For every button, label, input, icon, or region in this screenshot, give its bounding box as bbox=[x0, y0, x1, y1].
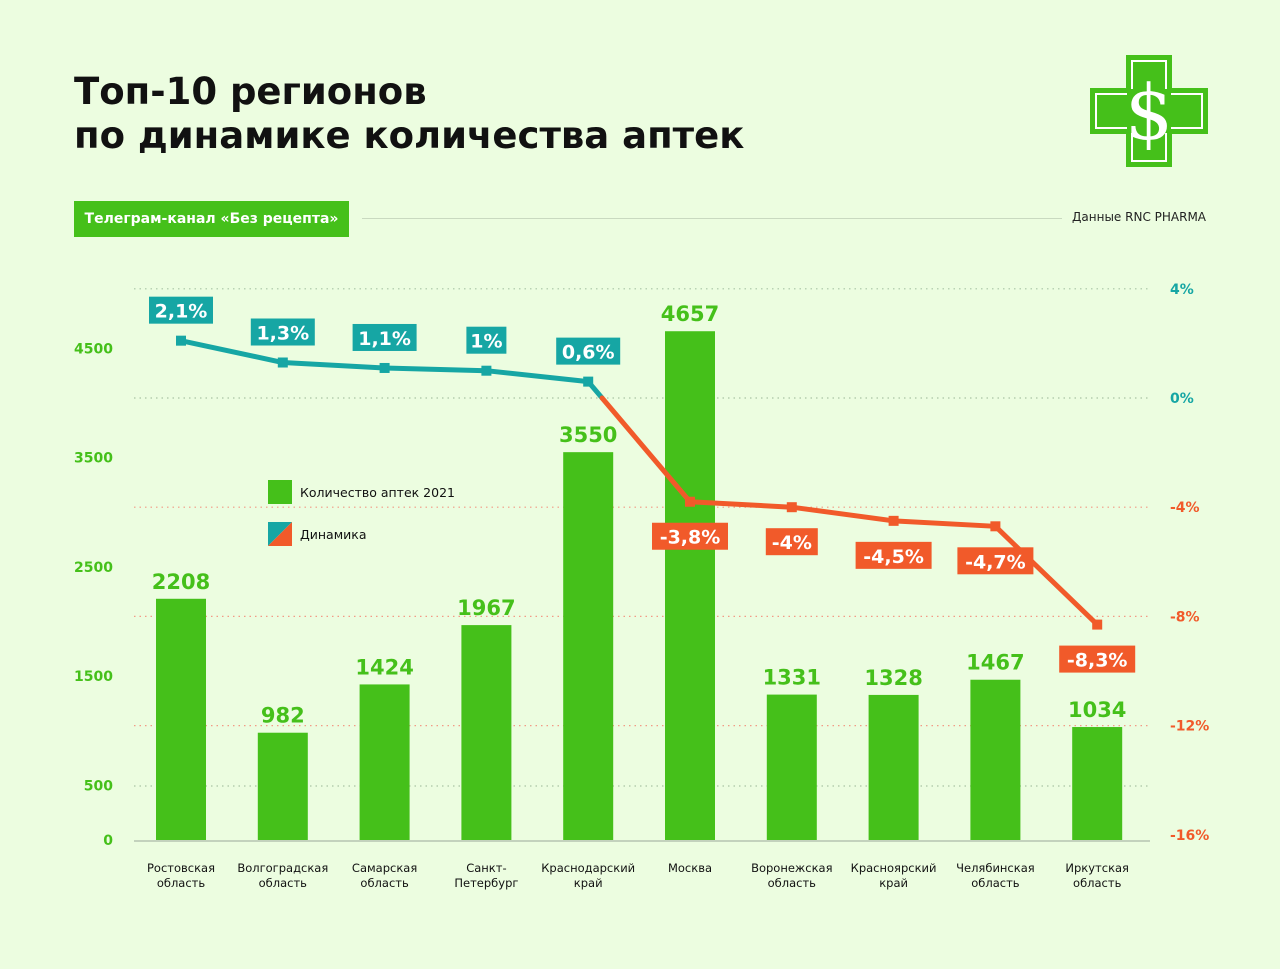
percent-label-box bbox=[1059, 645, 1136, 673]
right-axis-tick-label: 0% bbox=[1170, 391, 1194, 407]
line-series-negative bbox=[599, 395, 1100, 628]
bar-value-label: 1034 bbox=[1068, 698, 1126, 722]
title-line-1: Топ-10 регионов bbox=[74, 70, 427, 113]
line-point bbox=[786, 502, 797, 513]
bar-value-label: 1331 bbox=[763, 666, 821, 690]
logo-symbol: $ bbox=[1125, 68, 1173, 157]
line-point bbox=[1092, 619, 1103, 630]
bar bbox=[563, 452, 614, 840]
line-point bbox=[990, 521, 1001, 532]
left-axis-tick-label: 0 bbox=[103, 833, 113, 849]
percent-label: 1% bbox=[470, 331, 502, 353]
bar-value-label: 3550 bbox=[559, 423, 617, 447]
line-point bbox=[379, 362, 390, 373]
category-label: Санкт- bbox=[466, 861, 506, 875]
percent-label-box bbox=[855, 541, 932, 569]
bar-value-label: 1424 bbox=[355, 655, 413, 679]
percent-label-box bbox=[466, 326, 507, 354]
category-label: область bbox=[360, 876, 409, 890]
channel-badge: Телеграм-канал «Без рецепта» bbox=[74, 201, 349, 237]
category-label: Петербург bbox=[454, 876, 518, 890]
bar-value-label: 2208 bbox=[152, 570, 210, 594]
left-axis-tick-label: 2500 bbox=[74, 560, 113, 576]
bar bbox=[766, 694, 817, 840]
right-axis-tick-label: -8% bbox=[1170, 609, 1200, 625]
percent-label: -3,8% bbox=[660, 527, 721, 549]
percent-label-box bbox=[765, 528, 818, 556]
legend-swatch-dynamics-negative bbox=[268, 522, 292, 546]
category-label: Краснодарский bbox=[541, 861, 635, 875]
right-axis-tick-label: -16% bbox=[1170, 828, 1209, 844]
bar-value-label: 1328 bbox=[864, 666, 922, 690]
percent-label: 1,1% bbox=[358, 328, 411, 350]
percent-label-box bbox=[652, 522, 728, 550]
left-axis-tick-label: 4500 bbox=[74, 341, 113, 357]
dollar-cross-icon: $ bbox=[1090, 55, 1208, 167]
bar-value-label: 4657 bbox=[661, 302, 719, 326]
bar bbox=[461, 625, 512, 840]
category-label: область bbox=[157, 876, 206, 890]
left-axis-tick-label: 500 bbox=[84, 778, 113, 794]
category-label: Иркутская bbox=[1065, 861, 1129, 875]
bar bbox=[1072, 727, 1123, 840]
line-point bbox=[176, 335, 186, 346]
category-label: Самарская bbox=[352, 861, 417, 875]
category-label: Воронежская bbox=[751, 861, 832, 875]
line-point bbox=[685, 496, 695, 507]
bar-value-label: 1967 bbox=[457, 596, 515, 620]
bar bbox=[970, 679, 1021, 840]
left-axis-tick-label: 3500 bbox=[74, 451, 113, 467]
percent-label: -4,7% bbox=[965, 551, 1026, 573]
bar-value-label: 982 bbox=[261, 704, 305, 728]
percent-label: 1,3% bbox=[256, 323, 309, 345]
bar bbox=[868, 694, 919, 840]
percent-label: 0,6% bbox=[562, 342, 615, 364]
title-line-2: по динамике количества аптек bbox=[74, 114, 745, 157]
line-point bbox=[481, 365, 492, 376]
percent-label: -4,5% bbox=[863, 546, 924, 568]
legend-swatch-bars bbox=[268, 480, 292, 504]
line-point bbox=[888, 515, 899, 526]
data-source: Данные RNC PHARMA bbox=[1072, 210, 1206, 224]
percent-label-box bbox=[149, 296, 213, 324]
percent-label-box bbox=[352, 323, 417, 351]
category-label: край bbox=[574, 876, 603, 890]
bar bbox=[359, 684, 410, 840]
percent-label: -4% bbox=[772, 532, 812, 554]
legend-label-bars: Количество аптек 2021 bbox=[300, 485, 455, 500]
bar bbox=[257, 732, 308, 840]
category-label: область bbox=[1073, 876, 1122, 890]
category-label: Челябинская bbox=[956, 861, 1035, 875]
category-label: область bbox=[768, 876, 817, 890]
category-label: область bbox=[259, 876, 308, 890]
percent-label-box bbox=[957, 547, 1034, 575]
category-label: край bbox=[879, 876, 908, 890]
category-label: Красноярский bbox=[851, 861, 937, 875]
percent-label: -8,3% bbox=[1067, 650, 1128, 672]
divider bbox=[362, 218, 1062, 219]
line-point bbox=[277, 357, 288, 368]
bar bbox=[156, 598, 206, 840]
right-axis-tick-label: 4% bbox=[1170, 282, 1194, 298]
page-title: Топ-10 регионов по динамике количества а… bbox=[74, 70, 744, 158]
bar-value-label: 1467 bbox=[966, 651, 1024, 675]
category-label: область bbox=[971, 876, 1020, 890]
legend-label-dynamics: Динамика bbox=[300, 527, 367, 542]
percent-label: 2,1% bbox=[155, 301, 208, 323]
category-label: Волгоградская bbox=[237, 861, 328, 875]
line-point bbox=[583, 376, 594, 387]
bar bbox=[665, 331, 715, 840]
percent-label-box bbox=[250, 318, 315, 346]
percent-label-box bbox=[556, 337, 621, 365]
category-label: Москва bbox=[668, 861, 712, 875]
category-label: Ростовская bbox=[147, 861, 215, 875]
left-axis-tick-label: 1500 bbox=[74, 669, 113, 685]
right-axis-tick-label: -12% bbox=[1170, 719, 1209, 735]
right-axis-tick-label: -4% bbox=[1170, 500, 1200, 516]
